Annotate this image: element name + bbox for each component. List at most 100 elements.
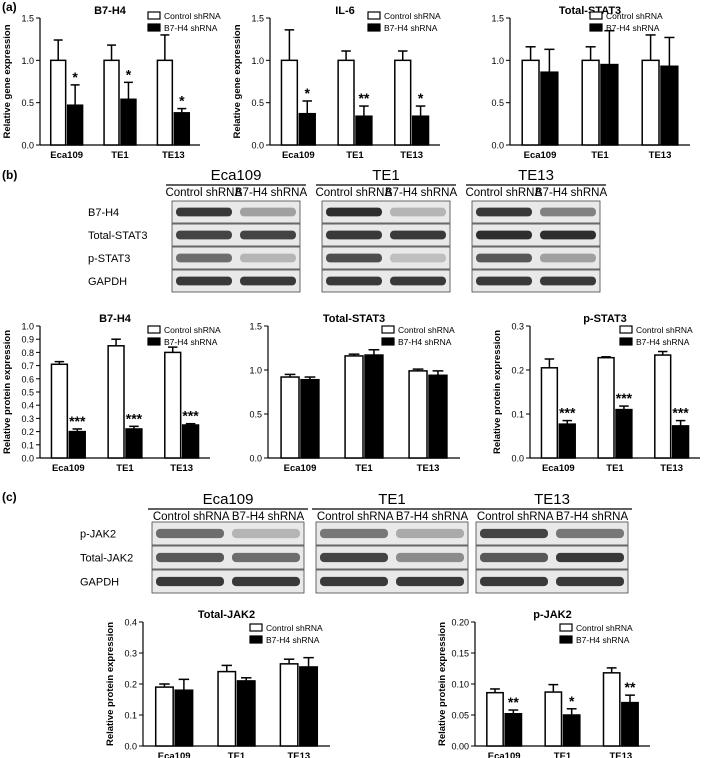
blot-strip	[151, 545, 305, 570]
x-tick-label: TE13	[287, 751, 310, 758]
blot-band	[540, 276, 596, 286]
blot-lane-label: Control shRNA	[465, 187, 542, 199]
y-tick-label: 0.2	[511, 366, 524, 376]
y-tick-label: 1.0	[21, 322, 34, 332]
blot-band	[240, 276, 296, 286]
blot-band	[176, 230, 232, 240]
legend-label: B7-H4 shRNA	[576, 635, 630, 645]
blot-band	[232, 576, 300, 587]
y-axis-label: Relative protein expression	[2, 330, 13, 454]
y-tick-label: 0.5	[21, 98, 34, 108]
blot-lane-label: Control shRNA	[165, 187, 242, 199]
significance-marker: *	[126, 66, 132, 82]
significance-marker: ***	[126, 410, 143, 426]
blot-band	[320, 528, 388, 539]
blot-band	[480, 528, 548, 539]
y-tick-label: 0.3	[21, 414, 34, 424]
blot-lane-label: Control shRNA	[153, 511, 230, 523]
blot-band	[540, 230, 596, 240]
legend-swatch	[249, 635, 263, 644]
blot-band	[320, 552, 388, 563]
blot-strip	[315, 569, 469, 594]
significance-marker: *	[305, 85, 311, 101]
blot-group-label: TE1	[372, 167, 400, 184]
legend-label: Control shRNA	[398, 325, 455, 335]
legend-label: Control shRNA	[606, 11, 663, 21]
blot-band	[556, 552, 624, 563]
blot-strip	[151, 521, 305, 546]
blot-group-label: Eca109	[203, 491, 254, 508]
blot-strip	[321, 223, 451, 247]
blot-strip	[321, 246, 451, 270]
significance-marker: **	[358, 90, 369, 106]
legend-swatch	[381, 337, 395, 346]
y-tick-label: 0.3	[511, 322, 524, 332]
blot-band	[326, 207, 382, 217]
blot-band	[556, 576, 624, 587]
panel-label-a: (a)	[2, 0, 17, 14]
y-tick-label: 0.0	[511, 454, 524, 464]
legend-swatch	[367, 11, 381, 20]
blot-group-label: TE13	[518, 167, 554, 184]
significance-marker: **	[625, 679, 636, 695]
legend-swatch	[559, 635, 573, 644]
x-tick-label: TE13	[417, 463, 440, 474]
blot-band	[390, 230, 446, 240]
blot-band	[480, 552, 548, 563]
blot-band	[156, 552, 224, 563]
blot-row-label: B7-H4	[88, 207, 119, 219]
x-tick-label: Eca109	[50, 150, 83, 161]
legend-swatch	[559, 623, 573, 632]
blot-strip	[471, 223, 601, 247]
y-tick-label: 0.20	[451, 618, 469, 628]
y-tick-label: 0.0	[491, 141, 504, 151]
y-tick-label: 0.0	[21, 141, 34, 151]
x-tick-label: TE1	[591, 150, 609, 161]
x-tick-label: Eca109	[282, 150, 315, 161]
y-tick-label: 1.0	[249, 366, 262, 376]
blot-strip	[171, 223, 301, 247]
y-tick-label: 0.15	[451, 649, 469, 659]
blot-band	[232, 552, 300, 563]
y-tick-label: 0.5	[21, 388, 34, 398]
blot-band	[390, 253, 446, 263]
x-tick-label: Eca109	[284, 463, 317, 474]
y-tick-label: 0.5	[251, 98, 264, 108]
legend-label: B7-H4 shRNA	[606, 23, 660, 33]
blot-band	[240, 207, 296, 217]
significance-marker: *	[569, 693, 575, 709]
x-tick-label: TE1	[355, 463, 373, 474]
blot-band	[476, 230, 532, 240]
blot-row-label: Total-STAT3	[88, 230, 148, 242]
legend-label: Control shRNA	[576, 623, 633, 633]
blot-row-label: p-STAT3	[88, 253, 130, 265]
blot-band	[540, 207, 596, 217]
blot-strip	[171, 246, 301, 270]
significance-marker: **	[508, 694, 519, 710]
y-tick-label: 0.5	[249, 410, 262, 420]
blot-band	[240, 253, 296, 263]
y-tick-label: 0.1	[511, 410, 524, 420]
significance-marker: ***	[672, 405, 689, 421]
chart-title: B7-H4	[94, 5, 127, 17]
y-tick-label: 0.3	[124, 649, 137, 659]
blot-strip	[171, 269, 301, 293]
legend-swatch	[381, 325, 395, 334]
blot-lane-label: B7-H4 shRNA	[232, 511, 305, 523]
x-tick-label: Eca109	[542, 463, 575, 474]
x-tick-label: TE1	[346, 150, 364, 161]
blot-band	[390, 276, 446, 286]
x-tick-label: TE1	[554, 751, 572, 758]
blot-strip	[315, 521, 469, 546]
blot-group-label: TE13	[534, 491, 570, 508]
y-tick-label: 1.5	[251, 14, 264, 24]
x-tick-label: TE13	[609, 751, 632, 758]
y-tick-label: 1.0	[491, 56, 504, 66]
y-tick-label: 0.4	[21, 401, 34, 411]
blot-lane-label: Control shRNA	[315, 187, 392, 199]
